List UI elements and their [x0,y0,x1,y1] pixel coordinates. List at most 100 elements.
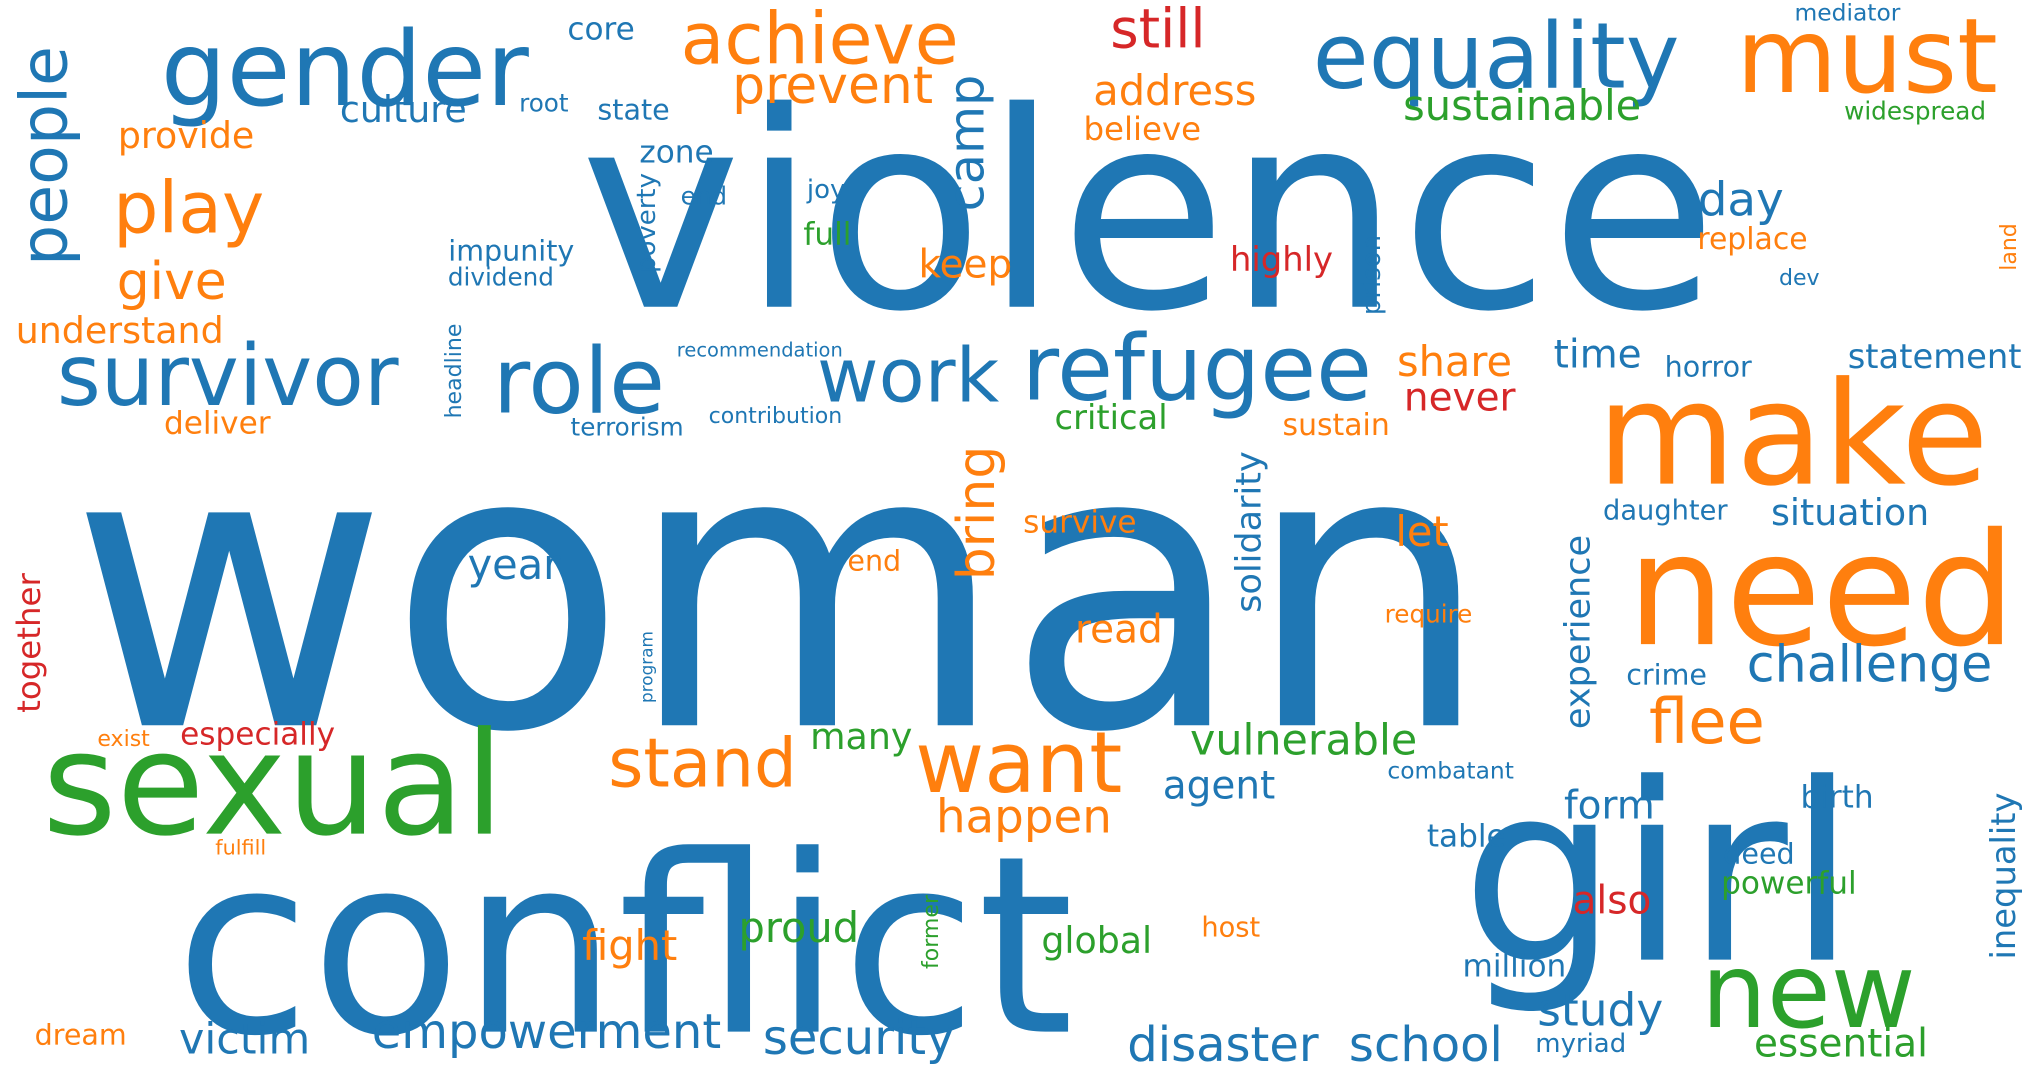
word-many: many [810,715,913,759]
word-sustain: sustain [1282,407,1390,443]
word-former: former [918,895,944,970]
word-program: program [636,631,657,704]
word-play: play [113,165,265,249]
word-combatant: combatant [1387,756,1514,785]
word-birth: birth [1800,779,1874,816]
word-time: time [1553,332,1642,378]
word-joy: joy [806,174,846,205]
word-must: must [1736,0,1998,118]
word-end: end [680,181,728,211]
word-highly: highly [1230,239,1333,279]
word-equality: equality [1312,4,1680,110]
word-solidarity: solidarity [1228,451,1270,613]
word-experience: experience [1557,535,1599,730]
word-full: full [803,216,852,253]
word-terrorism: terrorism [570,413,684,443]
word-still: still [1110,0,1206,61]
word-believe: believe [1083,109,1202,148]
word-sustainable: sustainable [1403,81,1642,131]
word-crime: crime [1626,657,1707,692]
word-state: state [597,93,670,128]
word-share: share [1396,337,1513,387]
word-vulnerable: vulnerable [1190,715,1418,766]
word-provide: provide [117,114,255,158]
word-myriad: myriad [1535,1028,1627,1059]
word-zone: zone [639,134,714,171]
word-happen: happen [935,790,1112,845]
word-dev: dev [1778,266,1820,292]
word-empowerment: empowerment [371,1003,722,1060]
word-critical: critical [1054,398,1168,438]
word-root: root [519,88,569,118]
word-flee: flee [1648,684,1765,758]
word-form: form [1563,783,1655,829]
word-dream: dream [34,1017,127,1052]
word-table: table [1426,818,1506,855]
word-make: make [1596,350,1989,518]
word-violence: violence [579,54,1718,372]
word-widespread: widespread [1844,96,1987,126]
word-dividend: dividend [447,262,554,292]
word-refugee: refugee [1021,316,1373,422]
word-proud: proud [738,903,860,953]
word-gender: gender [160,10,529,131]
word-land: land [1997,222,2023,271]
word-let: let [1395,507,1449,557]
word-inequality: inequality [1983,792,2023,960]
word-security: security [762,1010,955,1067]
word-situation: situation [1770,490,1930,534]
word-agent: agent [1162,763,1276,809]
word-million: million [1462,948,1567,985]
word-especially: especially [180,716,336,753]
word-also: also [1572,878,1652,924]
word-end-2: end [847,543,902,578]
word-bring: bring [947,445,1008,581]
word-new: new [1701,932,1916,1053]
word-woman: woman [69,363,1492,817]
word-conflict: conflict [175,803,1074,1080]
word-contribution: contribution [708,403,843,429]
word-girl: girl [1461,731,1857,1019]
word-stand: stand [608,723,797,803]
word-survivor: survivor [56,327,399,426]
word-challenge: challenge [1746,634,1993,694]
word-achieve: achieve [680,0,959,81]
word-core: core [567,11,635,48]
word-victim: victim [178,1014,311,1065]
word-keep: keep [918,242,1013,288]
word-powerful: powerful [1721,865,1857,902]
word-year: year [467,539,561,589]
word-global: global [1041,918,1153,962]
word-want: want [915,714,1123,813]
word-deliver: deliver [163,405,271,442]
word-give: give [116,252,227,313]
word-study: study [1537,983,1664,1037]
word-never: never [1403,375,1516,421]
word-understand: understand [15,308,224,352]
word-headline: headline [442,323,468,419]
word-prison: prison [1356,235,1387,316]
word-poverty: poverty [631,173,662,274]
word-recommendation: recommendation [676,338,843,362]
word-address: address [1093,66,1257,116]
word-prevent: prevent [732,56,934,117]
word-replace: replace [1697,222,1808,258]
word-camp: camp [936,74,995,212]
word-role: role [492,329,665,435]
word-disaster: disaster [1127,1016,1319,1073]
word-daughter: daughter [1603,495,1728,527]
word-read: read [1075,607,1163,653]
word-horror: horror [1664,350,1752,385]
word-deed: deed [1723,836,1795,871]
word-work: work [817,331,1000,420]
word-statement: statement [1847,337,2022,377]
word-fulfill: fulfill [215,835,267,860]
word-impunity: impunity [448,233,575,268]
word-people: people [7,45,83,266]
word-school: school [1348,1016,1503,1073]
word-fight: fight [582,921,678,971]
word-survive: survive [1023,504,1137,541]
word-day: day [1697,173,1784,228]
word-mediator: mediator [1794,0,1901,27]
